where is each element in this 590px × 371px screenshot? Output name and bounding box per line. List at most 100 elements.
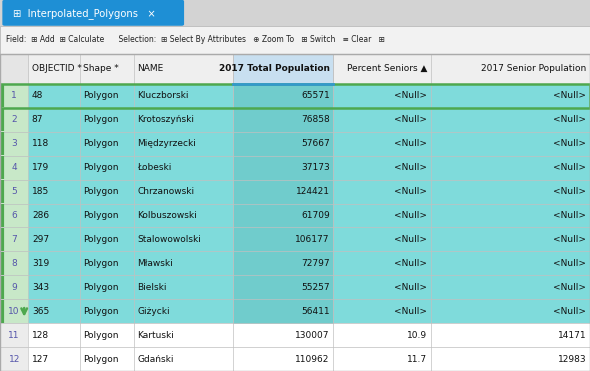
Text: 286: 286 bbox=[32, 211, 49, 220]
Text: Polygon: Polygon bbox=[83, 163, 119, 172]
Bar bbox=[0, 347, 590, 371]
Text: <Null>: <Null> bbox=[553, 211, 586, 220]
Text: 76858: 76858 bbox=[301, 115, 330, 124]
Bar bbox=[0, 84, 590, 108]
Bar bbox=[0, 156, 28, 180]
FancyBboxPatch shape bbox=[2, 0, 184, 26]
Text: <Null>: <Null> bbox=[553, 283, 586, 292]
Bar bbox=[0, 323, 28, 347]
Text: 10: 10 bbox=[8, 307, 20, 316]
Text: 106177: 106177 bbox=[296, 235, 330, 244]
Text: <Null>: <Null> bbox=[394, 187, 427, 196]
Bar bbox=[233, 53, 333, 84]
Bar bbox=[0, 180, 590, 204]
Bar bbox=[233, 180, 333, 204]
Bar bbox=[0, 252, 28, 275]
Text: Stalowowolski: Stalowowolski bbox=[137, 235, 201, 244]
Text: Polygon: Polygon bbox=[83, 355, 119, 364]
Text: 9: 9 bbox=[11, 283, 17, 292]
Bar bbox=[0, 323, 590, 347]
Bar bbox=[0, 108, 590, 132]
Text: 5: 5 bbox=[11, 187, 17, 196]
Text: 48: 48 bbox=[32, 91, 43, 101]
Text: 87: 87 bbox=[32, 115, 43, 124]
Text: Polygon: Polygon bbox=[83, 187, 119, 196]
Text: Łobeski: Łobeski bbox=[137, 163, 172, 172]
Text: 2017 Total Population: 2017 Total Population bbox=[219, 64, 330, 73]
Bar bbox=[233, 252, 333, 275]
Text: Krotoszyński: Krotoszyński bbox=[137, 115, 195, 124]
Bar bbox=[0, 132, 28, 156]
Text: OBJECTID *: OBJECTID * bbox=[32, 64, 82, 73]
Bar bbox=[0, 204, 590, 227]
Bar bbox=[0, 299, 28, 323]
Text: Kluczborski: Kluczborski bbox=[137, 91, 189, 101]
Text: 61709: 61709 bbox=[301, 211, 330, 220]
Text: 11: 11 bbox=[8, 331, 20, 339]
Bar bbox=[0, 53, 28, 84]
Bar bbox=[0, 53, 590, 84]
Text: 2: 2 bbox=[11, 115, 17, 124]
Bar bbox=[0, 347, 28, 371]
Text: Polygon: Polygon bbox=[83, 259, 119, 268]
Bar bbox=[0, 204, 28, 227]
Text: 8: 8 bbox=[11, 259, 17, 268]
Text: 319: 319 bbox=[32, 259, 49, 268]
Text: Polygon: Polygon bbox=[83, 235, 119, 244]
Bar bbox=[0, 26, 590, 53]
Text: Międzyrzecki: Międzyrzecki bbox=[137, 139, 196, 148]
Text: 6: 6 bbox=[11, 211, 17, 220]
Bar bbox=[0, 299, 590, 323]
Text: Chrzanowski: Chrzanowski bbox=[137, 187, 195, 196]
Text: 179: 179 bbox=[32, 163, 49, 172]
Text: <Null>: <Null> bbox=[553, 307, 586, 316]
Text: Polygon: Polygon bbox=[83, 307, 119, 316]
Text: Kolbuszowski: Kolbuszowski bbox=[137, 211, 197, 220]
Text: 14171: 14171 bbox=[558, 331, 586, 339]
Text: <Null>: <Null> bbox=[394, 235, 427, 244]
Text: Polygon: Polygon bbox=[83, 115, 119, 124]
Text: 72797: 72797 bbox=[301, 259, 330, 268]
Text: <Null>: <Null> bbox=[394, 139, 427, 148]
Text: 65571: 65571 bbox=[301, 91, 330, 101]
Text: Field:  ⊞ Add  ⊞ Calculate      Selection:  ⊞ Select By Attributes   ⊕ Zoom To  : Field: ⊞ Add ⊞ Calculate Selection: ⊞ Se… bbox=[6, 35, 385, 44]
Text: <Null>: <Null> bbox=[553, 235, 586, 244]
Text: <Null>: <Null> bbox=[553, 163, 586, 172]
Text: 12983: 12983 bbox=[558, 355, 586, 364]
Text: 110962: 110962 bbox=[296, 355, 330, 364]
Text: 124421: 124421 bbox=[296, 187, 330, 196]
Text: <Null>: <Null> bbox=[553, 187, 586, 196]
Bar bbox=[0, 252, 590, 275]
Text: Shape *: Shape * bbox=[83, 64, 119, 73]
Text: 10.9: 10.9 bbox=[407, 331, 427, 339]
Text: 1: 1 bbox=[11, 91, 17, 101]
Bar bbox=[0, 84, 590, 108]
Text: 7: 7 bbox=[11, 235, 17, 244]
Bar bbox=[0, 84, 28, 108]
Text: <Null>: <Null> bbox=[394, 259, 427, 268]
Text: 3: 3 bbox=[11, 139, 17, 148]
Text: 128: 128 bbox=[32, 331, 49, 339]
Text: Mławski: Mławski bbox=[137, 259, 173, 268]
Text: <Null>: <Null> bbox=[553, 139, 586, 148]
Text: <Null>: <Null> bbox=[394, 211, 427, 220]
Text: <Null>: <Null> bbox=[394, 283, 427, 292]
Text: Polygon: Polygon bbox=[83, 91, 119, 101]
Text: NAME: NAME bbox=[137, 64, 163, 73]
Text: ⊞  Interpolated_Polygons   ×: ⊞ Interpolated_Polygons × bbox=[13, 8, 156, 19]
Text: 12: 12 bbox=[8, 355, 20, 364]
Text: Kartuski: Kartuski bbox=[137, 331, 175, 339]
Text: 11.7: 11.7 bbox=[407, 355, 427, 364]
Bar bbox=[0, 108, 28, 132]
Text: 130007: 130007 bbox=[296, 331, 330, 339]
Text: <Null>: <Null> bbox=[394, 307, 427, 316]
Bar bbox=[0, 227, 590, 252]
Bar bbox=[233, 299, 333, 323]
Text: 365: 365 bbox=[32, 307, 49, 316]
Text: Polygon: Polygon bbox=[83, 283, 119, 292]
Bar bbox=[233, 275, 333, 299]
Text: 118: 118 bbox=[32, 139, 49, 148]
Text: 2017 Senior Population: 2017 Senior Population bbox=[481, 64, 586, 73]
Bar bbox=[233, 84, 333, 108]
Text: <Null>: <Null> bbox=[553, 259, 586, 268]
